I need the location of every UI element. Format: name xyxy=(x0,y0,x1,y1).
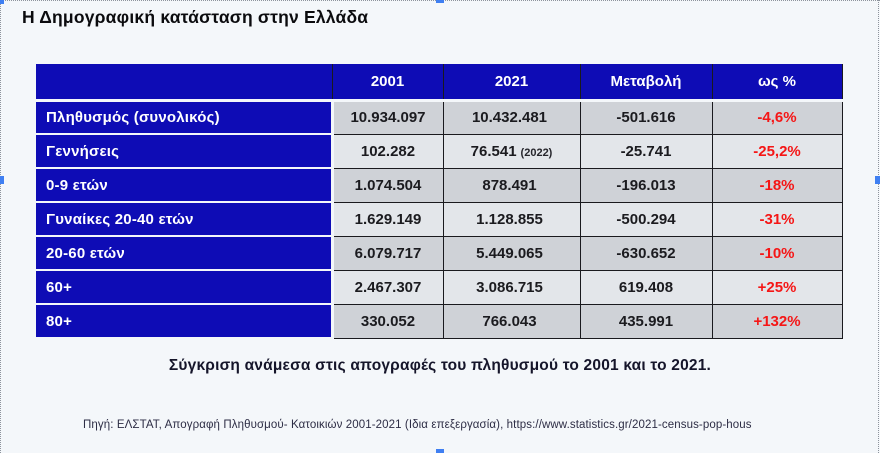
row-label[interactable]: Πληθυσμός (συνολικός) xyxy=(36,99,334,135)
cell-2021[interactable]: 1.128.855 xyxy=(442,201,581,237)
cell-percent[interactable]: +132% xyxy=(711,303,843,339)
table-row-age-20-60: 20-60 ετών 6.079.717 5.449.065 -630.652 … xyxy=(36,235,843,271)
cell-2001[interactable]: 330.052 xyxy=(331,303,444,339)
table-row-age-0-9: 0-9 ετών 1.074.504 878.491 -196.013 -18% xyxy=(36,167,843,203)
cell-2021-value: 3.086.715 xyxy=(476,278,543,296)
row-label[interactable]: 60+ xyxy=(36,269,334,305)
selection-handle-left-middle[interactable] xyxy=(0,176,4,184)
cell-change[interactable]: -196.013 xyxy=(579,167,713,203)
header-2021[interactable]: 2021 xyxy=(442,64,580,102)
cell-percent[interactable]: -31% xyxy=(711,201,843,237)
table-row-population: Πληθυσμός (συνολικός) 10.934.097 10.432.… xyxy=(36,99,843,135)
cell-change[interactable]: 619.408 xyxy=(579,269,713,305)
header-2001[interactable]: 2001 xyxy=(331,64,443,102)
selection-handle-top-left[interactable] xyxy=(0,0,4,4)
cell-percent[interactable]: -4,6% xyxy=(711,99,843,135)
cell-2001[interactable]: 1.629.149 xyxy=(331,201,444,237)
table-row-women-20-40: Γυναίκες 20-40 ετών 1.629.149 1.128.855 … xyxy=(36,201,843,237)
header-blank xyxy=(36,64,333,102)
selection-handle-right-middle[interactable] xyxy=(875,176,880,184)
selection-handle-top-middle[interactable] xyxy=(436,0,444,3)
table-row-age-60-plus: 60+ 2.467.307 3.086.715 619.408 +25% xyxy=(36,269,843,305)
cell-2021[interactable]: 76.541 (2022) xyxy=(442,133,581,169)
cell-2021[interactable]: 3.086.715 xyxy=(442,269,581,305)
source-note[interactable]: Πηγή: ΕΛΣΤΑΤ, Απογραφή Πληθυσμού- Κατοικ… xyxy=(83,419,752,431)
table-row-births: Γεννήσεις 102.282 76.541 (2022) -25.741 -… xyxy=(36,133,843,169)
table-header-row: 2001 2021 Μεταβολή ως % xyxy=(36,64,843,102)
header-percent[interactable]: ως % xyxy=(711,64,843,102)
cell-2021[interactable]: 878.491 xyxy=(442,167,581,203)
cell-2021-value: 5.449.065 xyxy=(476,244,543,262)
cell-percent[interactable]: +25% xyxy=(711,269,843,305)
cell-2021[interactable]: 766.043 xyxy=(442,303,581,339)
cell-percent[interactable]: -25,2% xyxy=(711,133,843,169)
cell-2021[interactable]: 5.449.065 xyxy=(442,235,581,271)
selection-border-right xyxy=(878,0,879,453)
header-change[interactable]: Μεταβολή xyxy=(579,64,712,102)
cell-percent[interactable]: -18% xyxy=(711,167,843,203)
row-label[interactable]: 0-9 ετών xyxy=(36,167,334,203)
cell-2021-value: 76.541 xyxy=(470,142,517,160)
selection-handle-bottom-middle[interactable] xyxy=(436,449,444,453)
cell-2021-value: 766.043 xyxy=(482,312,537,330)
cell-change[interactable]: -501.616 xyxy=(579,99,713,135)
cell-percent[interactable]: -10% xyxy=(711,235,843,271)
cell-2021-value: 878.491 xyxy=(482,176,537,194)
cell-2021-note: (2022) xyxy=(520,146,553,159)
cell-change[interactable]: 435.991 xyxy=(579,303,713,339)
cell-2001[interactable]: 1.074.504 xyxy=(331,167,444,203)
row-label[interactable]: 20-60 ετών xyxy=(36,235,334,271)
row-label[interactable]: Γυναίκες 20-40 ετών xyxy=(36,201,334,237)
cell-2021-value: 1.128.855 xyxy=(476,210,543,228)
cell-2021[interactable]: 10.432.481 xyxy=(442,99,581,135)
cell-change[interactable]: -500.294 xyxy=(579,201,713,237)
comparison-caption[interactable]: Σύγκριση ανάμεσα στις απογραφές του πληθ… xyxy=(168,357,712,374)
cell-2001[interactable]: 102.282 xyxy=(331,133,444,169)
row-label[interactable]: Γεννήσεις xyxy=(36,133,334,169)
slide-title[interactable]: Η Δημογραφική κατάσταση στην Ελλάδα xyxy=(22,7,369,27)
demographics-table: 2001 2021 Μεταβολή ως % Πληθυσμός (συνολ… xyxy=(36,64,843,339)
cell-change[interactable]: -25.741 xyxy=(579,133,713,169)
row-label[interactable]: 80+ xyxy=(36,303,334,339)
cell-change[interactable]: -630.652 xyxy=(579,235,713,271)
cell-2021-value: 10.432.481 xyxy=(471,109,548,126)
cell-2001[interactable]: 6.079.717 xyxy=(331,235,444,271)
table-row-age-80-plus: 80+ 330.052 766.043 435.991 +132% xyxy=(36,303,843,339)
selection-border-left xyxy=(0,0,1,453)
cell-2001[interactable]: 2.467.307 xyxy=(331,269,444,305)
cell-2001[interactable]: 10.934.097 xyxy=(331,99,444,135)
